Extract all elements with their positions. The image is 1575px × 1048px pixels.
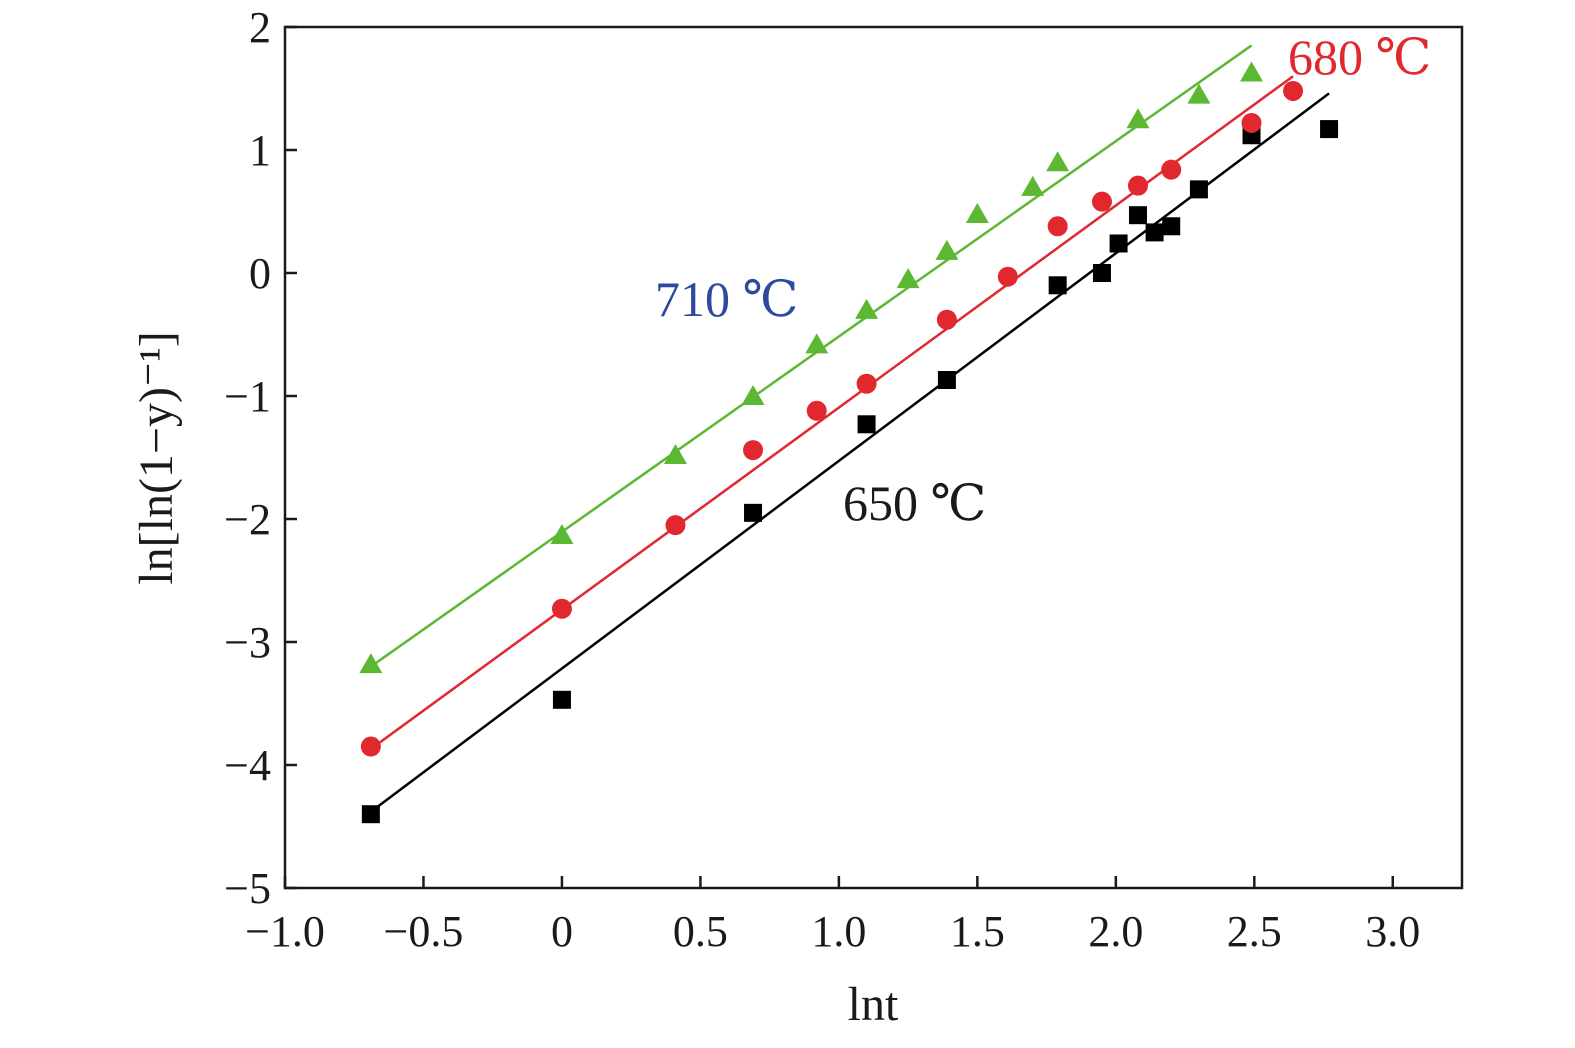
x-tick-label: 2.5 <box>1227 907 1282 956</box>
data-point-series-1 <box>1283 80 1304 101</box>
y-tick-label: 2 <box>249 3 271 52</box>
data-point-series-0 <box>1162 217 1181 236</box>
data-point-series-1 <box>360 736 381 757</box>
x-axis-title-text: lnt <box>848 978 899 1031</box>
y-tick-label: −5 <box>224 864 271 913</box>
data-point-series-2 <box>1021 175 1045 196</box>
y-tick-label: 0 <box>249 249 271 298</box>
data-point-series-2 <box>741 385 765 405</box>
x-tick-label: 1.5 <box>950 907 1005 956</box>
fit-line-series-1 <box>370 75 1294 751</box>
data-point-series-0 <box>857 415 876 434</box>
data-point-series-1 <box>665 515 686 536</box>
y-tick-label: −4 <box>224 741 271 790</box>
data-point-series-1 <box>1241 112 1262 133</box>
data-point-series-2 <box>1187 83 1211 104</box>
data-point-series-0 <box>1320 120 1339 139</box>
data-point-series-1 <box>806 400 827 421</box>
y-axis-ticks: 2 1 0 −1 −2 −3 −4 −5 <box>224 3 297 913</box>
data-markers <box>359 61 1339 824</box>
data-point-series-2 <box>855 298 879 319</box>
data-point-series-2 <box>965 202 989 223</box>
x-tick-label: 0 <box>551 907 573 956</box>
data-point-series-0 <box>744 503 763 522</box>
y-tick-label: −2 <box>224 495 271 544</box>
data-point-series-1 <box>997 266 1018 287</box>
data-point-series-0 <box>1189 180 1208 199</box>
data-point-series-1 <box>856 373 877 394</box>
data-point-series-1 <box>1091 191 1112 212</box>
data-point-series-1 <box>1127 175 1148 196</box>
x-axis-title: lnt <box>848 978 899 1031</box>
x-tick-label: 0.5 <box>673 907 728 956</box>
x-tick-label: 3.0 <box>1365 907 1420 956</box>
x-axis-ticks: −1.0 −0.5 0 0.5 1.0 1.5 2.0 2.5 3.0 <box>245 876 1420 956</box>
y-tick-label: 1 <box>249 126 271 175</box>
annotation-650: 650 ℃ <box>843 475 986 531</box>
data-point-series-0 <box>937 371 956 390</box>
fit-lines <box>370 44 1330 813</box>
data-point-series-2 <box>663 444 687 465</box>
series-labels: 680 ℃ 710 ℃ 650 ℃ <box>655 29 1431 531</box>
data-point-series-1 <box>936 309 957 330</box>
fit-line-series-2 <box>370 44 1253 668</box>
data-point-series-1 <box>551 598 572 619</box>
fit-line-series-0 <box>370 92 1330 813</box>
data-point-series-0 <box>1128 206 1147 225</box>
data-point-series-2 <box>935 239 959 260</box>
data-point-series-0 <box>552 690 571 709</box>
y-tick-label: −1 <box>224 372 271 421</box>
x-tick-label: −1.0 <box>245 907 325 956</box>
y-tick-label: −3 <box>224 618 271 667</box>
data-point-series-0 <box>361 805 380 824</box>
data-point-series-0 <box>1109 234 1128 253</box>
data-point-series-2 <box>550 523 574 544</box>
data-point-series-2 <box>1240 61 1264 82</box>
x-tick-label: 2.0 <box>1088 907 1143 956</box>
x-tick-label: 1.0 <box>811 907 866 956</box>
data-point-series-1 <box>1047 216 1068 237</box>
y-axis-title: ln[ln(1−y)⁻¹] <box>130 331 183 584</box>
data-point-series-1 <box>1161 159 1182 180</box>
data-point-series-2 <box>896 268 920 289</box>
data-point-series-2 <box>359 653 383 674</box>
annotation-680: 680 ℃ <box>1288 29 1431 85</box>
data-point-series-2 <box>1126 108 1150 129</box>
annotation-710: 710 ℃ <box>655 271 798 327</box>
data-point-series-2 <box>1046 151 1070 172</box>
data-point-series-1 <box>743 440 764 461</box>
data-point-series-0 <box>1145 223 1164 242</box>
x-tick-label: −0.5 <box>384 907 464 956</box>
data-point-series-0 <box>1048 276 1067 295</box>
data-point-series-0 <box>1092 264 1111 282</box>
plot-frame <box>283 25 1464 890</box>
data-point-series-2 <box>805 333 829 354</box>
